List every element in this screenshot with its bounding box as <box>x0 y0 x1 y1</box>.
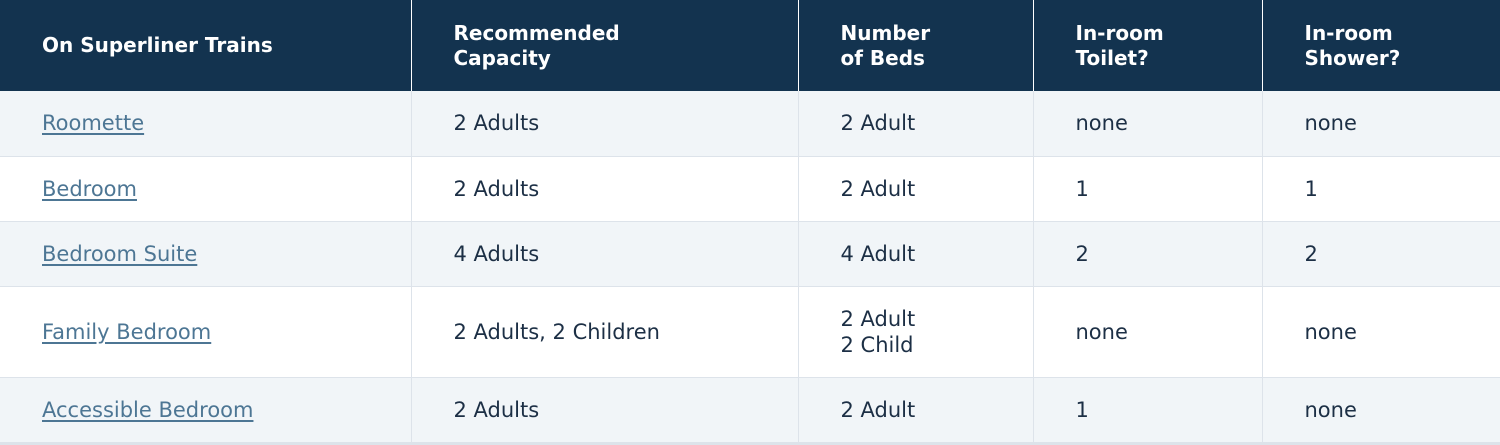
cell-capacity: 2 Adults <box>411 377 799 443</box>
room-link-family-bedroom[interactable]: Family Bedroom <box>42 319 212 344</box>
table-bottom-divider <box>0 442 1500 445</box>
cell-beds: 2 Adult <box>798 91 1034 157</box>
cell-capacity: 2 Adults, 2 Children <box>411 286 799 378</box>
header-row: On Superliner Trains Recommended Capacit… <box>0 0 1500 91</box>
cell-capacity: 4 Adults <box>411 221 799 287</box>
cell-beds: 4 Adult <box>798 221 1034 287</box>
cell-beds: 2 Adult <box>798 377 1034 443</box>
cell-toilet: none <box>1033 286 1263 378</box>
cell-shower: none <box>1262 286 1500 378</box>
header-shower: In-room Shower? <box>1262 0 1500 91</box>
beds-line: 2 Adult <box>840 397 916 422</box>
cell-shower: none <box>1262 91 1500 157</box>
cell-beds: 2 Adult <box>798 156 1034 222</box>
header-shower-line2: Shower? <box>1304 45 1401 70</box>
beds-line: 2 Adult <box>840 306 916 331</box>
cell-shower: 1 <box>1262 156 1500 222</box>
table-row: Accessible Bedroom 2 Adults 2 Adult 1 no… <box>0 377 1500 443</box>
cell-room: Bedroom <box>0 156 412 222</box>
header-toilet-line2: Toilet? <box>1075 45 1149 70</box>
table-row: Roomette 2 Adults 2 Adult none none <box>0 91 1500 157</box>
beds-line: 2 Adult <box>840 111 916 136</box>
cell-toilet: 1 <box>1033 377 1263 443</box>
cell-toilet: 1 <box>1033 156 1263 222</box>
cell-toilet: none <box>1033 91 1263 157</box>
cell-room: Accessible Bedroom <box>0 377 412 443</box>
cell-room: Family Bedroom <box>0 286 412 378</box>
room-link-bedroom[interactable]: Bedroom <box>42 176 137 201</box>
header-beds: Number of Beds <box>798 0 1034 91</box>
header-capacity-line1: Recommended <box>453 20 620 45</box>
cell-shower: 2 <box>1262 221 1500 287</box>
header-capacity-line2: Capacity <box>453 45 551 70</box>
header-toilet-line1: In-room <box>1075 20 1164 45</box>
table-row: Family Bedroom 2 Adults, 2 Children 2 Ad… <box>0 286 1500 378</box>
room-link-roomette[interactable]: Roomette <box>42 111 145 136</box>
header-toilet: In-room Toilet? <box>1033 0 1263 91</box>
room-link-accessible-bedroom[interactable]: Accessible Bedroom <box>42 397 254 422</box>
cell-capacity: 2 Adults <box>411 156 799 222</box>
beds-line: 4 Adult <box>840 241 916 266</box>
cell-room: Bedroom Suite <box>0 221 412 287</box>
beds-line: 2 Child <box>840 332 914 357</box>
header-shower-line1: In-room <box>1304 20 1393 45</box>
beds-line: 2 Adult <box>840 176 916 201</box>
cell-shower: none <box>1262 377 1500 443</box>
table-row: Bedroom 2 Adults 2 Adult 1 1 <box>0 156 1500 222</box>
header-beds-line2: of Beds <box>840 45 925 70</box>
header-beds-line1: Number <box>840 20 931 45</box>
room-link-bedroom-suite[interactable]: Bedroom Suite <box>42 241 198 266</box>
cell-toilet: 2 <box>1033 221 1263 287</box>
table-header: On Superliner Trains Recommended Capacit… <box>0 0 1500 91</box>
cell-room: Roomette <box>0 91 412 157</box>
table-row: Bedroom Suite 4 Adults 4 Adult 2 2 <box>0 221 1500 287</box>
cell-capacity: 2 Adults <box>411 91 799 157</box>
table-body: Roomette 2 Adults 2 Adult none none Bedr… <box>0 91 1500 443</box>
header-room-type-label: On Superliner Trains <box>42 33 273 57</box>
header-capacity: Recommended Capacity <box>411 0 799 91</box>
header-room-type: On Superliner Trains <box>0 0 412 91</box>
cell-beds: 2 Adult 2 Child <box>798 286 1034 378</box>
